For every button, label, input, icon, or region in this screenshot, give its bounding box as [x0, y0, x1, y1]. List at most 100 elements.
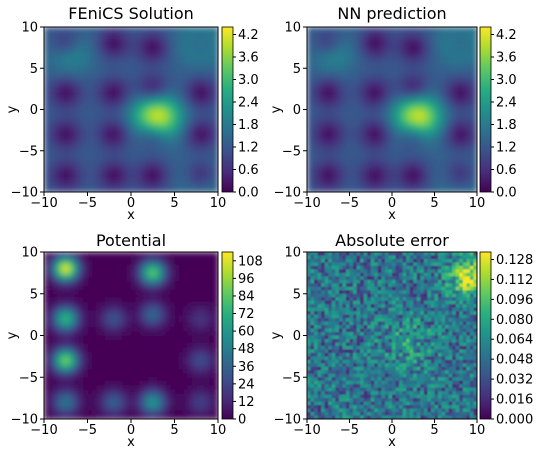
heatmap-cell [196, 389, 202, 395]
heatmap-cell [61, 297, 67, 303]
heatmap-cell [109, 163, 115, 168]
heatmap-cell [74, 402, 80, 408]
heatmap-cell [126, 109, 132, 115]
heatmap-cell [65, 297, 71, 303]
heatmap-cell [109, 285, 115, 291]
heatmap-cell [139, 256, 145, 261]
heatmap-cell [443, 126, 448, 131]
heatmap-cell [44, 146, 49, 152]
x-tick-label: 5 [430, 196, 438, 211]
heatmap-cell [183, 171, 189, 177]
heatmap-cell [434, 84, 440, 90]
heatmap-cell [139, 97, 145, 102]
heatmap-cell [345, 39, 351, 45]
heatmap-cell [100, 39, 106, 45]
heatmap-cell [404, 117, 410, 123]
heatmap-cell [70, 121, 76, 127]
heatmap-cell [366, 101, 372, 106]
heatmap-cell [336, 109, 342, 115]
heatmap-cell [48, 187, 54, 192]
heatmap-cell [345, 68, 351, 73]
heatmap-cell [139, 72, 145, 78]
heatmap-cell [438, 159, 444, 164]
heatmap-cell [191, 121, 197, 127]
heatmap-cell [213, 51, 218, 57]
heatmap-cell [209, 364, 215, 370]
heatmap-cell [78, 159, 84, 164]
heatmap-cell [126, 154, 132, 160]
heatmap-cell [213, 187, 218, 192]
heatmap-cell [324, 39, 329, 45]
heatmap-cell [362, 167, 368, 172]
heatmap-cell [404, 150, 410, 156]
heatmap-cell [311, 142, 317, 148]
heatmap-cell [65, 260, 71, 266]
heatmap-cell [57, 72, 62, 78]
heatmap-cell [426, 109, 431, 115]
heatmap-cell [96, 175, 102, 181]
heatmap-cell [157, 68, 163, 73]
heatmap-cell [451, 35, 457, 40]
heatmap-cell [191, 314, 197, 320]
heatmap-cell [375, 167, 380, 172]
heatmap-cell [379, 68, 385, 73]
heatmap-cell [392, 175, 397, 181]
heatmap-cell [91, 154, 97, 160]
heatmap-cell [152, 171, 158, 177]
heatmap-cell [183, 373, 189, 378]
heatmap-cell [104, 306, 110, 312]
heatmap-cell [383, 60, 389, 65]
heatmap-cell [48, 163, 54, 168]
heatmap-cell [183, 76, 189, 82]
heatmap-cell [78, 109, 84, 115]
heatmap-cell [87, 339, 93, 345]
heatmap-cell [109, 339, 115, 345]
heatmap-cell [460, 121, 465, 127]
heatmap-cell [152, 84, 158, 90]
heatmap-cell [349, 167, 355, 172]
heatmap-cell [74, 252, 80, 257]
heatmap-cell [83, 134, 89, 139]
heatmap-cell [332, 84, 338, 90]
heatmap-cell [396, 39, 402, 45]
heatmap-cell [48, 101, 54, 106]
heatmap-cell [455, 101, 461, 106]
heatmap-cell [87, 146, 93, 152]
heatmap-cell [100, 163, 106, 168]
heatmap-cell [375, 126, 380, 131]
heatmap-cell [332, 179, 338, 185]
heatmap-cell [74, 35, 80, 40]
heatmap-cell [91, 134, 97, 139]
heatmap-cell [135, 381, 141, 387]
heatmap-cell [91, 377, 97, 383]
heatmap-cell [78, 171, 84, 177]
heatmap-cell [70, 179, 76, 185]
heatmap-cell [379, 142, 385, 148]
heatmap-cell [70, 393, 76, 399]
heatmap-cell [353, 68, 359, 73]
heatmap-cell [131, 150, 136, 156]
heatmap-cell [44, 88, 49, 94]
heatmap-cell [91, 335, 97, 341]
heatmap-cell [319, 138, 325, 144]
heatmap-cell [438, 43, 444, 49]
heatmap-cell [57, 183, 62, 189]
heatmap-cell [349, 142, 355, 148]
heatmap-cell [70, 281, 76, 286]
heatmap-cell [307, 412, 312, 417]
heatmap-cell [460, 31, 465, 36]
heatmap-cell [404, 80, 410, 86]
heatmap-cell [379, 27, 385, 32]
heatmap-cell [148, 84, 154, 90]
heatmap-cell [183, 51, 189, 57]
heatmap-cell [83, 121, 89, 127]
heatmap-cell [161, 35, 167, 40]
heatmap-cell [341, 175, 346, 181]
heatmap-cell [165, 121, 171, 127]
heatmap-cell [70, 142, 76, 148]
heatmap [44, 27, 218, 192]
heatmap-cell [392, 130, 397, 135]
heatmap-cell [48, 130, 54, 135]
heatmap-cell [104, 406, 110, 412]
heatmap-cell [165, 356, 171, 362]
